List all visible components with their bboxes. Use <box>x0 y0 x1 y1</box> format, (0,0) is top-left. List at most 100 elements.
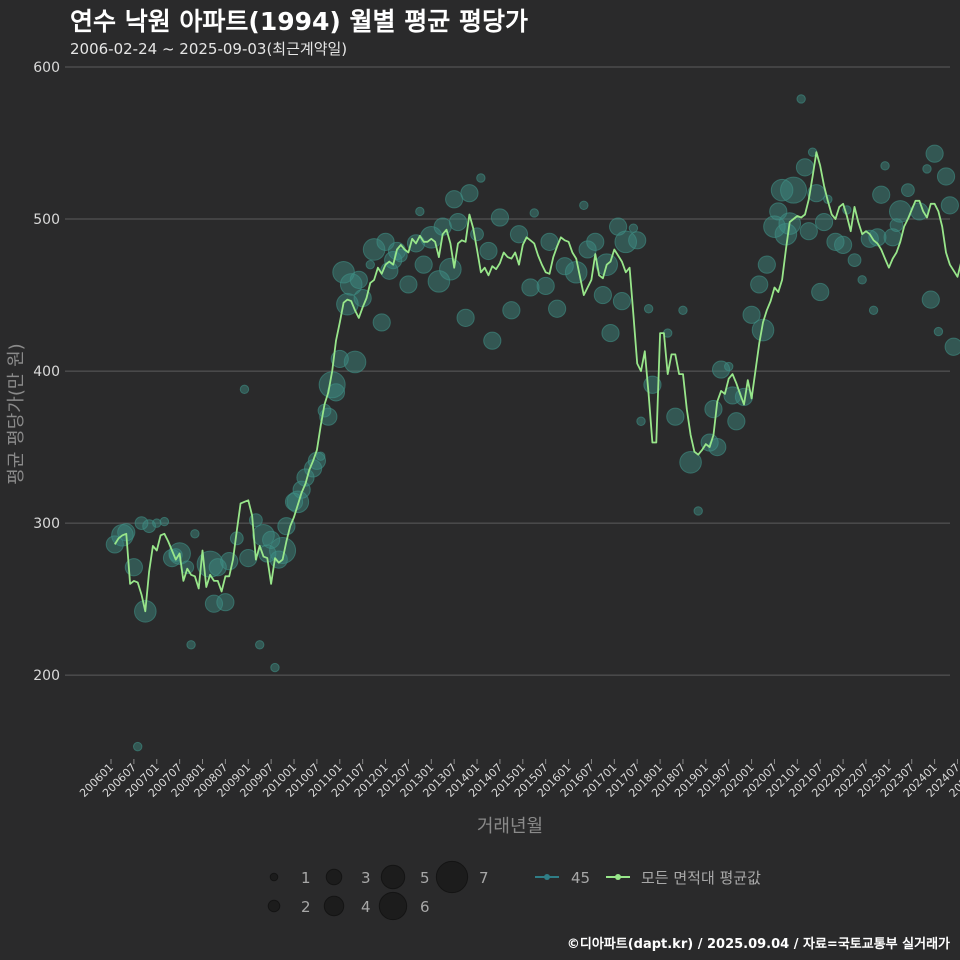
bubble-point <box>860 229 879 248</box>
bubble-point <box>796 94 806 104</box>
bubble-point <box>152 518 162 528</box>
bubble-point <box>763 215 786 238</box>
bubble-point <box>922 164 932 174</box>
bubble-point <box>933 326 944 337</box>
bubble-point <box>601 323 620 343</box>
bubble-point <box>479 241 498 261</box>
y-axis-ticks: 200 300 400 500 600 <box>33 60 60 684</box>
y-tick-label: 200 <box>33 668 60 684</box>
bubble-point <box>134 516 149 531</box>
bubble-point <box>536 276 555 296</box>
y-tick-label: 500 <box>33 212 60 228</box>
legend-size-swatch <box>380 864 406 890</box>
bubble-point <box>362 238 386 261</box>
bubble-point <box>502 301 521 320</box>
legend-size-label: 1 <box>301 869 311 887</box>
y-tick-label: 400 <box>33 364 60 380</box>
bubble-point <box>693 506 703 516</box>
grid-lines <box>65 66 950 676</box>
legend-size-label: 3 <box>361 869 371 887</box>
bubble-point <box>521 278 540 297</box>
y-tick-label: 300 <box>33 516 60 532</box>
bubble-point <box>393 248 408 263</box>
average-line-series <box>114 151 960 613</box>
bubble-point <box>750 275 769 294</box>
bubble-point <box>724 361 734 372</box>
bubble-point <box>460 184 479 203</box>
bubble-point <box>208 558 227 577</box>
bubble-point <box>770 178 794 202</box>
bubble-point <box>319 407 338 426</box>
bubble-point <box>780 176 808 204</box>
bubble-point <box>586 232 605 251</box>
bubble-point <box>704 399 723 419</box>
bubble-point <box>216 593 235 612</box>
bubble-point <box>529 208 539 218</box>
bubble-point <box>579 200 589 211</box>
bubble-point <box>548 299 567 318</box>
legend-size-label: 5 <box>420 869 430 887</box>
bubble-point <box>372 313 391 332</box>
legend-label-average: 모든 면적대 평균값 <box>641 869 761 887</box>
legend-size-swatch <box>267 899 281 913</box>
bubble-point <box>578 240 597 259</box>
bubble-point <box>940 196 959 215</box>
bubble-point <box>751 318 775 342</box>
y-axis-title: 평균 평당가(만 원) <box>6 343 27 484</box>
bubble-point <box>456 308 475 327</box>
bubble-point <box>490 208 510 227</box>
bubble-point <box>105 535 124 554</box>
legend-size-label: 4 <box>361 898 371 916</box>
bubble-point <box>612 292 632 311</box>
bubble-point <box>439 257 462 281</box>
legend-size-swatch <box>435 860 469 894</box>
bubble-point <box>399 275 418 294</box>
bubble-point <box>415 206 425 217</box>
bubble-point <box>666 407 685 426</box>
bubble-point <box>742 305 761 324</box>
bubble-point <box>555 257 574 276</box>
bubble-point <box>483 331 502 350</box>
bubble-point <box>643 304 654 314</box>
bubble-point <box>936 167 956 186</box>
bubble-point <box>811 282 830 302</box>
bubble-point <box>711 360 731 379</box>
bubble-point <box>365 259 375 270</box>
legend-swatch-45-dot <box>544 874 550 880</box>
bubble-point <box>847 253 862 267</box>
bubble-point <box>944 337 960 356</box>
bubble-point <box>636 416 646 426</box>
bubble-point <box>220 552 239 571</box>
bubble-point <box>186 640 196 650</box>
bubble-point <box>132 741 143 752</box>
bubble-point <box>609 217 628 236</box>
bubble-point <box>270 662 280 673</box>
bubble-point <box>414 255 433 274</box>
bubble-point <box>384 250 403 270</box>
bubble-point <box>427 270 451 293</box>
bubble-point <box>857 275 867 285</box>
bubble-point <box>679 451 702 474</box>
bubble-point <box>343 350 367 374</box>
legend-swatch-avg-dot <box>615 874 621 880</box>
legend-size-swatch <box>378 891 408 921</box>
bubble-point <box>727 412 746 431</box>
bubble-point <box>296 468 315 487</box>
bubble-point <box>540 232 559 251</box>
bubble-point <box>880 161 890 171</box>
bubble-point <box>476 173 486 183</box>
legend-size-swatch <box>269 872 279 882</box>
bubble-point <box>159 516 170 527</box>
x-axis-ticks: 2006012006072007012007072008012008072009… <box>77 759 960 800</box>
legend-size-swatch <box>323 895 345 917</box>
bubble-point <box>277 517 296 536</box>
x-axis-title: 거래년월 <box>477 816 543 837</box>
legend-size-label: 2 <box>301 898 311 916</box>
bubble-point <box>757 255 776 274</box>
chart-title: 연수 낙원 아파트(1994) 월별 평균 평당가 <box>70 7 528 36</box>
bubble-point <box>564 260 588 284</box>
bubble-point <box>509 225 529 244</box>
bubble-point <box>799 222 818 241</box>
bubble-point <box>833 235 853 254</box>
